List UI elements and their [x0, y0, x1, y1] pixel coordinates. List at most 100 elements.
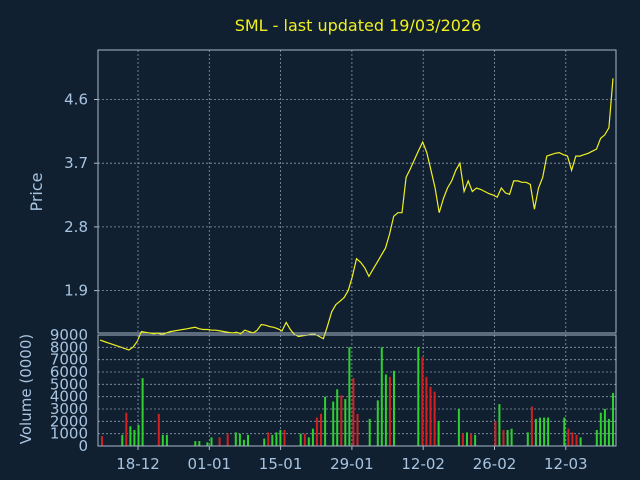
- volume-bar: [356, 413, 359, 446]
- volume-bar: [425, 376, 428, 446]
- volume-bar: [571, 432, 574, 446]
- volume-y-tick-label: 0: [78, 437, 88, 455]
- volume-bar: [279, 430, 282, 446]
- volume-bar: [603, 409, 606, 446]
- volume-bar: [267, 432, 270, 446]
- price-y-tick-label: 1.9: [64, 282, 88, 300]
- volume-bar: [348, 347, 351, 446]
- volume-bar: [234, 432, 237, 446]
- volume-bar: [563, 417, 566, 446]
- volume-bar: [461, 433, 464, 446]
- volume-bar: [498, 404, 501, 446]
- volume-bar: [547, 417, 550, 446]
- x-tick-label: 18-12: [116, 455, 160, 473]
- volume-bar: [238, 433, 241, 446]
- x-tick-label: 26-02: [473, 455, 517, 473]
- volume-bar: [506, 430, 509, 446]
- price-y-tick-label: 4.6: [64, 91, 88, 109]
- volume-bar: [194, 441, 197, 446]
- volume-bar: [543, 417, 546, 446]
- volume-bar: [575, 434, 578, 446]
- volume-bar: [534, 418, 537, 446]
- volume-y-tick-label: 8000: [50, 338, 88, 356]
- volume-y-tick-label: 4000: [50, 388, 88, 406]
- volume-bar: [324, 396, 327, 446]
- volume-bar: [494, 421, 497, 446]
- x-tick-label: 01-01: [188, 455, 232, 473]
- volume-bar: [384, 374, 387, 446]
- volume-bar: [567, 428, 570, 446]
- chart-title: SML - last updated 19/03/2026: [235, 16, 482, 35]
- volume-bar: [393, 370, 395, 446]
- volume-bar: [210, 437, 213, 446]
- price-y-tick-label: 3.7: [64, 154, 88, 172]
- volume-bar: [380, 347, 383, 446]
- price-grid: [98, 50, 616, 333]
- volume-bar: [137, 425, 140, 446]
- volume-bar: [218, 437, 221, 446]
- volume-bar: [388, 376, 391, 446]
- volume-y-tick-label: 7000: [50, 351, 88, 369]
- volume-bar: [226, 433, 229, 446]
- volume-bar: [607, 418, 610, 446]
- volume-bar: [429, 386, 432, 446]
- x-tick-label: 29-01: [330, 455, 374, 473]
- volume-bar: [612, 393, 614, 446]
- price-plot-area: [97, 49, 617, 334]
- volume-bar: [303, 433, 306, 446]
- volume-y-tick-label: 9000: [50, 326, 88, 344]
- volume-bar: [283, 430, 286, 446]
- volume-bars: [101, 347, 614, 446]
- volume-bar: [242, 439, 245, 446]
- volume-bar: [332, 401, 335, 446]
- volume-bar: [336, 389, 339, 446]
- volume-bar: [368, 418, 371, 446]
- volume-axis-label: Volume (0000): [17, 334, 35, 444]
- volume-bar: [457, 409, 460, 446]
- volume-bar: [470, 433, 473, 446]
- volume-bar: [417, 347, 420, 446]
- volume-bar: [263, 438, 266, 446]
- x-tick-label: 12-02: [401, 455, 445, 473]
- volume-bar: [307, 437, 310, 446]
- volume-bar: [421, 357, 424, 446]
- volume-bar: [275, 432, 278, 446]
- x-tick-label: 12-03: [544, 455, 588, 473]
- volume-bar: [579, 437, 582, 446]
- volume-y-tick-label: 6000: [50, 363, 88, 381]
- volume-bar: [340, 395, 343, 446]
- volume-bar: [129, 426, 132, 446]
- price-line: [99, 78, 614, 351]
- volume-bar: [311, 428, 314, 446]
- volume-bar: [502, 430, 505, 446]
- volume-bar: [157, 413, 160, 446]
- volume-bar: [161, 434, 164, 446]
- volume-bar: [474, 434, 477, 446]
- volume-bar: [599, 412, 602, 446]
- volume-bar: [206, 442, 209, 446]
- volume-y-tick-label: 5000: [50, 375, 88, 393]
- volume-bar: [352, 378, 355, 446]
- volume-bar: [595, 430, 598, 446]
- volume-bar: [121, 434, 124, 446]
- volume-bar: [344, 399, 347, 446]
- volume-bar: [466, 432, 468, 446]
- volume-bar: [320, 413, 322, 446]
- volume-bar: [247, 434, 249, 446]
- volume-bar: [133, 430, 136, 446]
- volume-plot-area: [97, 334, 617, 447]
- volume-bar: [526, 432, 529, 446]
- x-tick-label: 15-01: [259, 455, 303, 473]
- volume-bar: [539, 417, 541, 446]
- volume-bar: [376, 400, 379, 446]
- volume-bar: [141, 378, 144, 446]
- volume-bar: [437, 421, 440, 446]
- price-y-tick-labels: 1.9 2.8 3.7 4.6: [64, 91, 98, 300]
- volume-bar: [198, 441, 201, 446]
- volume-bar: [433, 391, 436, 446]
- volume-bar: [315, 417, 318, 446]
- volume-bar: [101, 436, 103, 446]
